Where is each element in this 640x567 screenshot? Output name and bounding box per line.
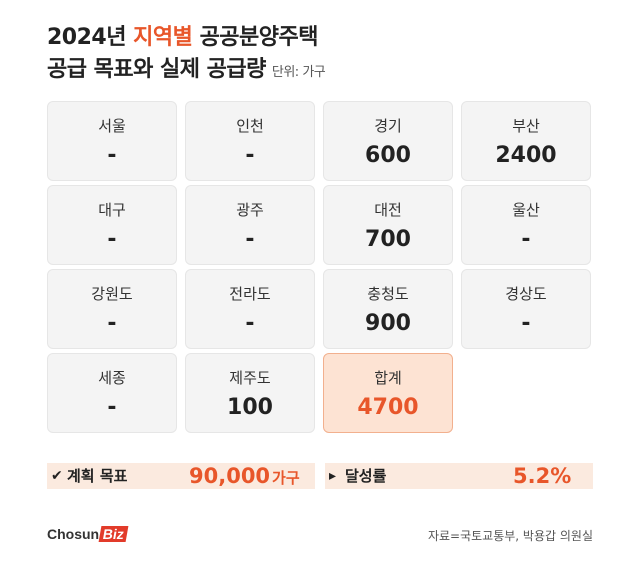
total-cell: 합계 4700 xyxy=(323,353,453,433)
region-name: 충청도 xyxy=(367,285,409,303)
publisher-logo: Chosun Biz xyxy=(47,526,129,542)
region-value: 600 xyxy=(365,143,411,168)
region-value: - xyxy=(245,227,255,252)
rate-value: 5.2% xyxy=(513,464,572,488)
logo-biz-text: Biz xyxy=(98,526,129,542)
region-cell: 인천 - xyxy=(185,101,315,181)
total-label: 합계 xyxy=(374,369,402,387)
region-value: 700 xyxy=(365,227,411,252)
region-value: - xyxy=(245,143,255,168)
region-name: 대구 xyxy=(98,201,126,219)
region-name: 광주 xyxy=(236,201,264,219)
region-value: - xyxy=(107,311,117,336)
title-highlight: 지역별 xyxy=(133,25,193,50)
region-value: 900 xyxy=(365,311,411,336)
region-cell: 세종 - xyxy=(47,353,177,433)
region-name: 경상도 xyxy=(505,285,547,303)
region-cell: 대구 - xyxy=(47,185,177,265)
region-value: - xyxy=(245,311,255,336)
region-name: 부산 xyxy=(512,117,540,135)
region-name: 제주도 xyxy=(229,369,271,387)
title-rest: 공공분양주택 xyxy=(199,25,319,50)
region-value: - xyxy=(107,227,117,252)
region-value: - xyxy=(521,227,531,252)
region-name: 대전 xyxy=(374,201,402,219)
region-value: - xyxy=(107,395,117,420)
region-name: 세종 xyxy=(98,369,126,387)
subtitle-text: 공급 목표와 실제 공급량 xyxy=(47,57,266,82)
achievement-rate-bar: ▸ 달성률 5.2% xyxy=(325,463,593,489)
region-value: - xyxy=(521,311,531,336)
region-name: 서울 xyxy=(98,117,126,135)
region-cell: 경상도 - xyxy=(461,269,591,349)
region-cell: 강원도 - xyxy=(47,269,177,349)
region-value: 100 xyxy=(227,395,273,420)
region-name: 울산 xyxy=(512,201,540,219)
region-value: - xyxy=(107,143,117,168)
plan-value: 90,000 xyxy=(189,464,271,488)
region-cell: 광주 - xyxy=(185,185,315,265)
chart-title: 2024년 지역별 공공분양주택 xyxy=(47,22,319,54)
title-year: 2024년 xyxy=(47,25,126,50)
plan-value-wrap: 90,000 가구 xyxy=(189,462,300,492)
triangle-icon: ▸ xyxy=(329,468,337,484)
source-note: 자료=국토교통부, 박용갑 의원실 xyxy=(427,529,593,543)
plan-unit: 가구 xyxy=(272,469,300,487)
region-cell: 서울 - xyxy=(47,101,177,181)
plan-label: 계획 목표 xyxy=(67,467,128,485)
region-value: 2400 xyxy=(495,143,557,168)
region-name: 강원도 xyxy=(91,285,133,303)
logo-main-text: Chosun xyxy=(47,526,100,542)
region-cell: 경기 600 xyxy=(323,101,453,181)
region-name: 경기 xyxy=(374,117,402,135)
rate-label: 달성률 xyxy=(345,467,387,485)
chart-subtitle: 공급 목표와 실제 공급량 단위: 가구 xyxy=(47,54,326,89)
unit-label: 단위: 가구 xyxy=(271,65,326,80)
region-cell: 전라도 - xyxy=(185,269,315,349)
region-cell: 제주도 100 xyxy=(185,353,315,433)
total-value: 4700 xyxy=(357,395,419,420)
region-name: 전라도 xyxy=(229,285,271,303)
plan-target-bar: ✔ 계획 목표 90,000 가구 xyxy=(47,463,315,489)
check-icon: ✔ xyxy=(51,468,63,484)
region-name: 인천 xyxy=(236,117,264,135)
region-cell: 부산 2400 xyxy=(461,101,591,181)
region-cell: 충청도 900 xyxy=(323,269,453,349)
region-cell: 울산 - xyxy=(461,185,591,265)
region-cell: 대전 700 xyxy=(323,185,453,265)
